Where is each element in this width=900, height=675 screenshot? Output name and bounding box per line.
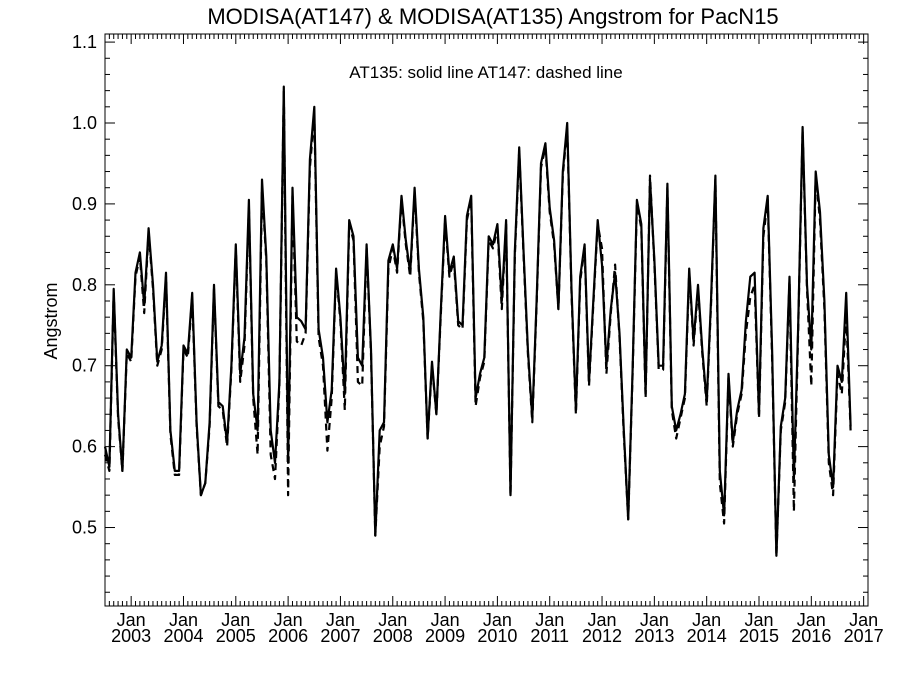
x-tick-label-year: 2010: [477, 626, 517, 646]
x-tick-label-year: 2004: [163, 626, 203, 646]
plot-frame: [104, 33, 869, 607]
x-tick-label-year: 2003: [111, 626, 151, 646]
x-tick-label-month: Jan: [849, 610, 878, 630]
x-tick-label-year: 2017: [844, 626, 884, 646]
y-tick-label: 0.7: [72, 356, 97, 376]
x-tick-label-month: Jan: [483, 610, 512, 630]
x-tick-label-month: Jan: [169, 610, 198, 630]
x-tick-label-month: Jan: [117, 610, 146, 630]
y-tick-label: 0.9: [72, 194, 97, 214]
x-tick-label-month: Jan: [274, 610, 303, 630]
x-tick-label-month: Jan: [326, 610, 355, 630]
x-tick-label-month: Jan: [431, 610, 460, 630]
y-tick-label: 0.5: [72, 518, 97, 538]
x-tick-label-year: 2006: [268, 626, 308, 646]
x-tick-label-year: 2008: [373, 626, 413, 646]
series-line-at147: [103, 89, 852, 557]
x-tick-label-month: Jan: [692, 610, 721, 630]
y-tick-label: 1.0: [72, 113, 97, 133]
x-tick-label-month: Jan: [535, 610, 564, 630]
x-tick-label-month: Jan: [221, 610, 250, 630]
legend-annotation: AT135: solid line AT147: dashed line: [349, 63, 622, 82]
x-tick-label-year: 2011: [530, 626, 569, 646]
y-tick-label: 0.6: [72, 437, 97, 457]
x-tick-label-year: 2015: [739, 626, 779, 646]
x-axis-ticks: Jan2003Jan2004Jan2005Jan2006Jan2007Jan20…: [104, 34, 884, 646]
x-tick-label-month: Jan: [640, 610, 669, 630]
series-line-at135: [103, 85, 852, 557]
x-tick-label-year: 2007: [320, 626, 360, 646]
y-tick-label: 0.8: [72, 275, 97, 295]
x-tick-label-year: 2009: [425, 626, 465, 646]
y-axis-ticks: 0.5 0.6 0.7 0.8 0.9 1.0 1.1: [72, 32, 868, 593]
y-tick-label: 1.1: [72, 32, 97, 52]
x-tick-label-month: Jan: [744, 610, 773, 630]
x-tick-label-month: Jan: [588, 610, 617, 630]
x-tick-label-year: 2016: [791, 626, 831, 646]
x-tick-label-year: 2005: [216, 626, 256, 646]
series-layer: [103, 85, 852, 557]
y-axis-label: Angstrom: [41, 282, 61, 359]
x-tick-label-month: Jan: [797, 610, 826, 630]
x-tick-label-month: Jan: [378, 610, 407, 630]
chart-title: MODISA(AT147) & MODISA(AT135) Angstrom f…: [207, 4, 778, 29]
x-tick-label-year: 2013: [634, 626, 674, 646]
x-tick-label-year: 2014: [687, 626, 727, 646]
x-tick-label-year: 2012: [582, 626, 622, 646]
